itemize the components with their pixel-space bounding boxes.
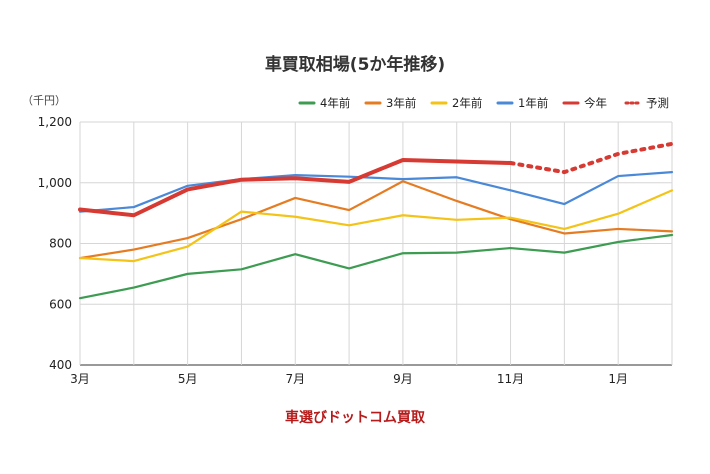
y-tick-label: 400 — [49, 358, 72, 372]
legend-label-2: 2年前 — [452, 96, 482, 110]
x-tick-label: 11月 — [497, 372, 524, 386]
x-tick-label: 1月 — [608, 372, 628, 386]
chart-title: 車買取相場(5か年推移) — [265, 54, 445, 75]
series-line-3 — [78, 171, 674, 213]
y-tick-label: 1,000 — [38, 176, 72, 190]
y-axis-unit-label: （千円） — [22, 94, 66, 107]
series-line-1 — [78, 180, 674, 260]
legend-label-5: 予測 — [646, 96, 669, 110]
y-tick-label: 1,200 — [38, 115, 72, 129]
x-tick-label: 7月 — [285, 372, 305, 386]
x-tick-label: 3月 — [70, 372, 90, 386]
legend: 4年前 3年前 2年前 1年前 今年 予測 — [298, 96, 669, 110]
series-line-5 — [508, 141, 674, 175]
x-tick-label: 9月 — [393, 372, 413, 386]
y-tick-label: 800 — [49, 237, 72, 251]
gridlines — [79, 121, 673, 366]
series-line-2 — [78, 189, 674, 263]
series-lines — [78, 141, 674, 300]
y-axis-ticks: 400 600 800 1,000 1,200 — [38, 115, 72, 372]
series-line-4 — [78, 157, 513, 218]
legend-label-3: 1年前 — [518, 96, 548, 110]
x-tick-label: 5月 — [178, 372, 198, 386]
legend-label-4: 今年 — [584, 96, 607, 110]
series-line-0 — [78, 233, 674, 300]
legend-label-0: 4年前 — [320, 96, 350, 110]
y-tick-label: 600 — [49, 297, 72, 311]
x-axis-ticks: 3月 5月 7月 9月 11月 1月 — [70, 372, 628, 386]
legend-label-1: 3年前 — [386, 96, 416, 110]
watermark-text: 車選びドットコム買取 — [285, 409, 426, 426]
